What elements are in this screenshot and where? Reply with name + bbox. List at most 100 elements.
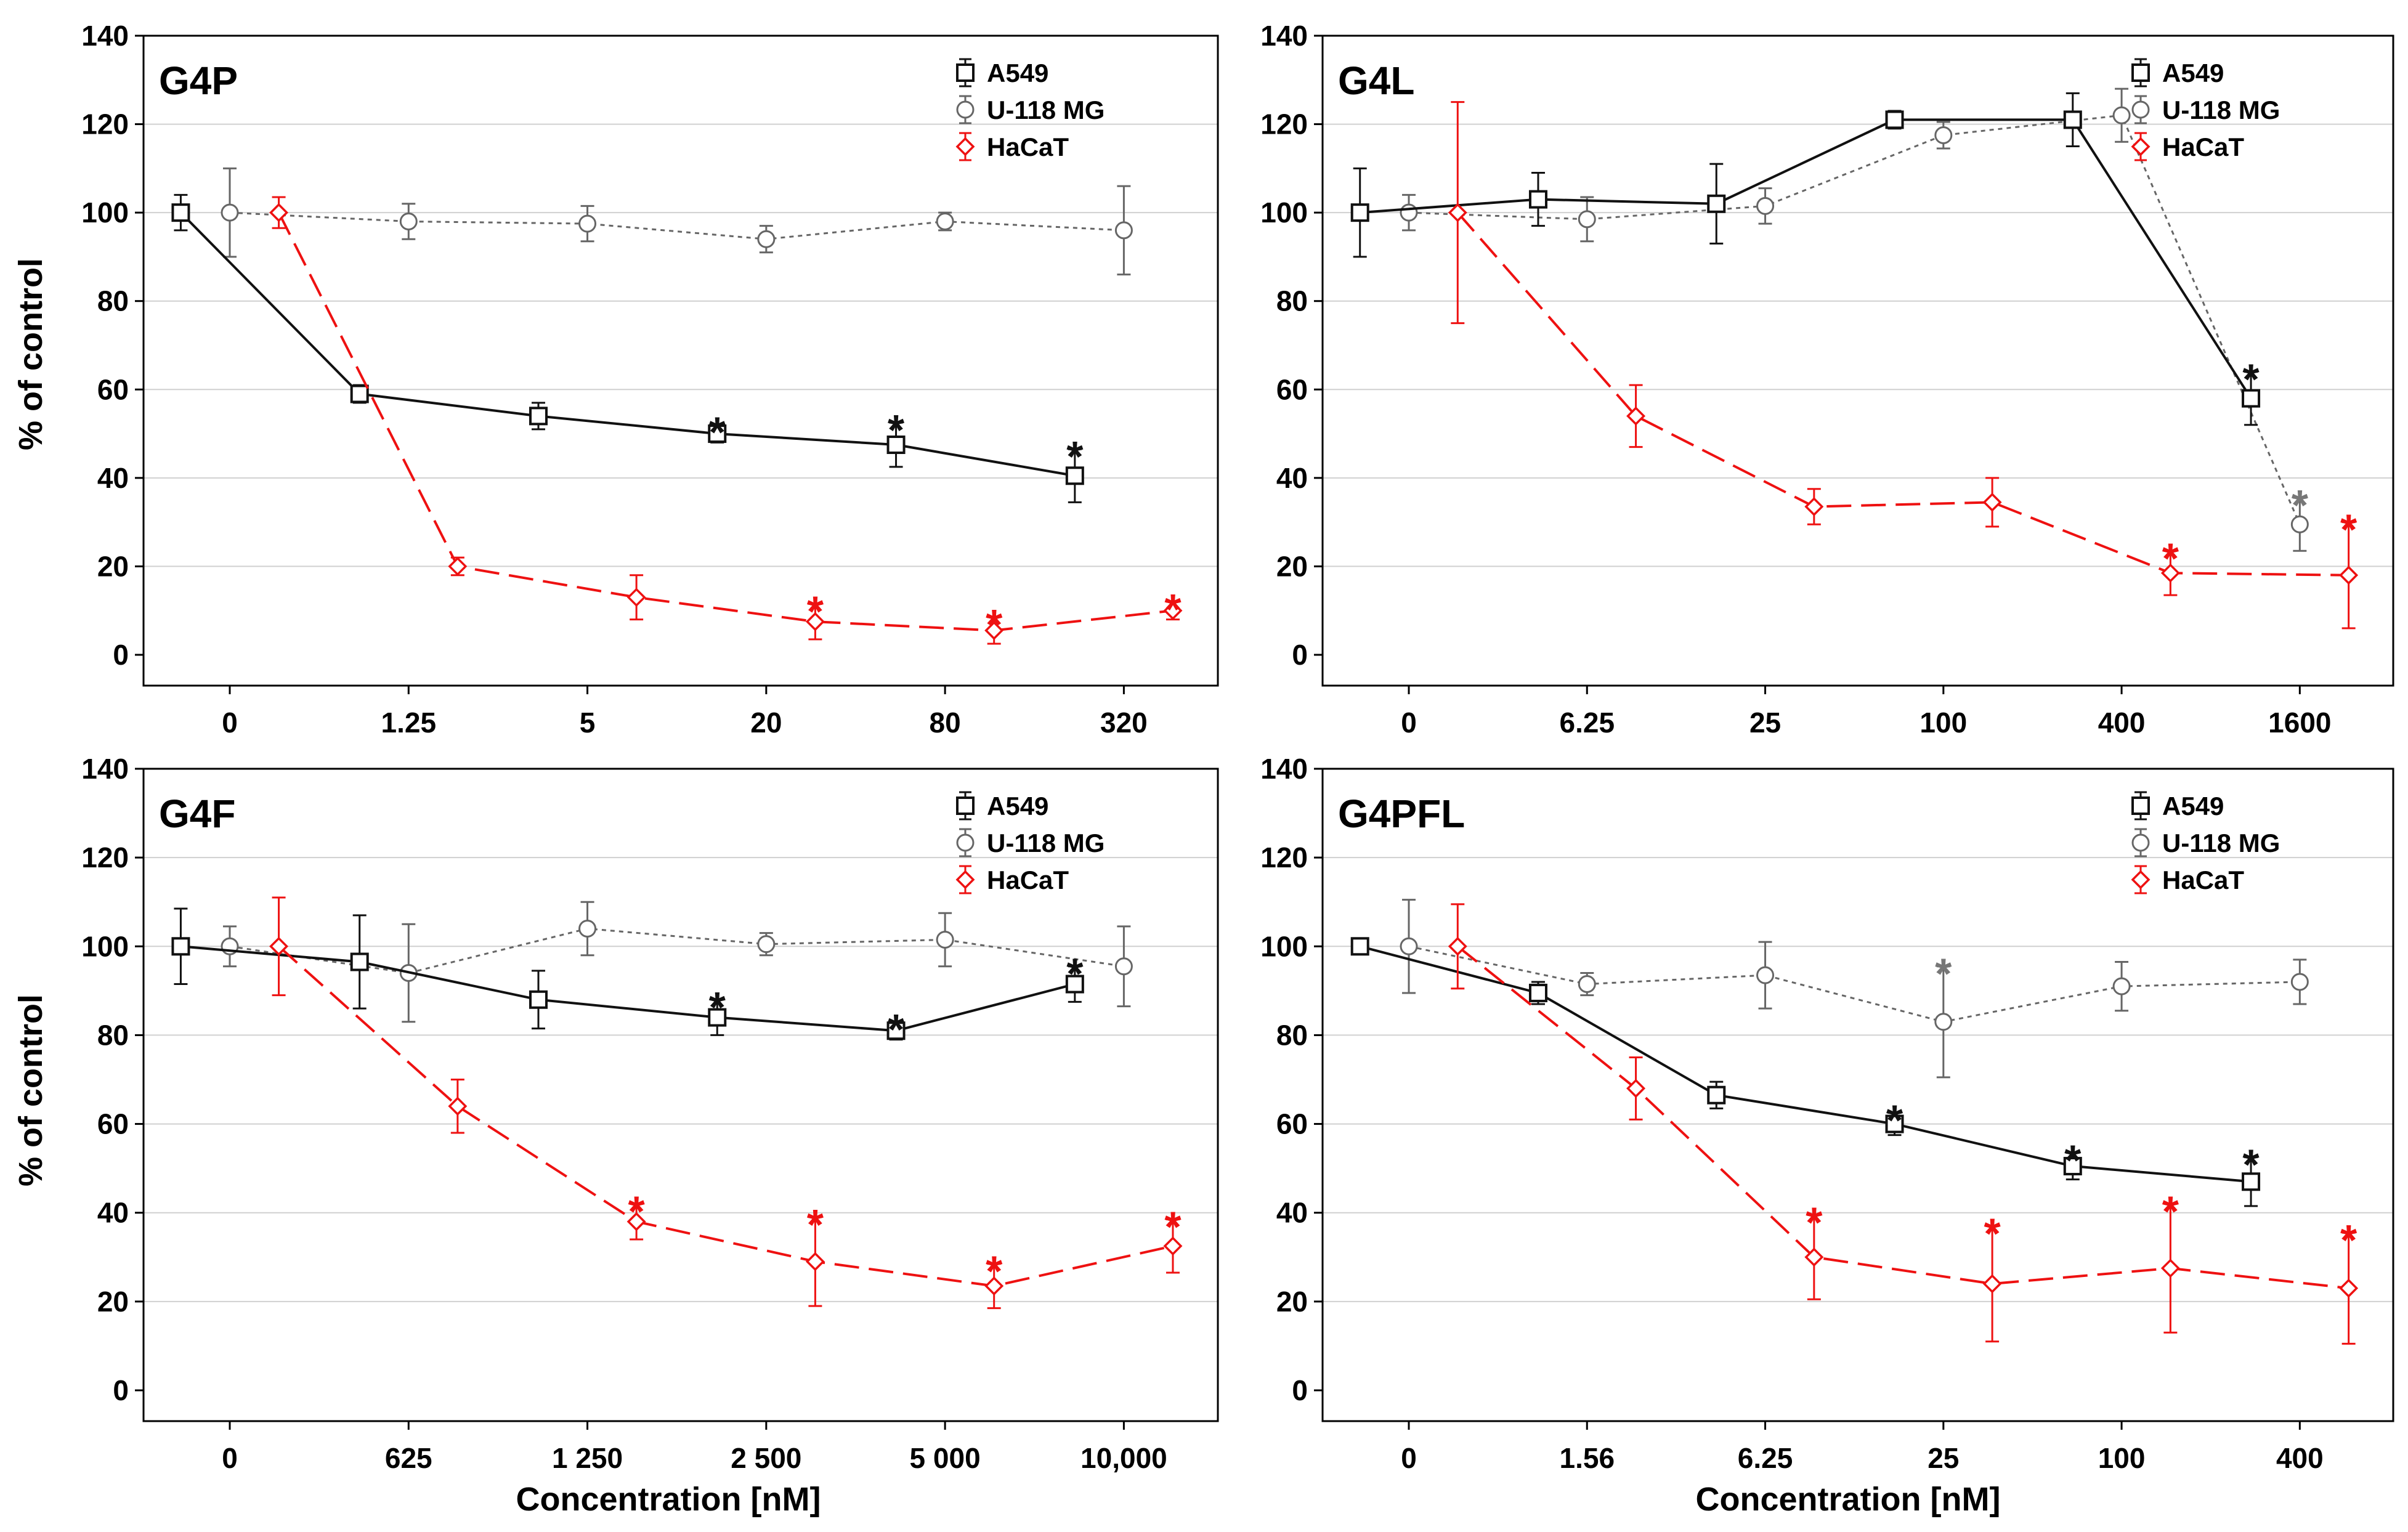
y-tick-label: 100	[1260, 930, 1308, 962]
significance-star: *	[1066, 432, 1084, 480]
series-a549: * * *	[171, 193, 1084, 503]
x-tick-label: 1600	[2268, 707, 2331, 739]
y-tick-label: 140	[81, 753, 129, 785]
series-hacat: * * * *	[269, 896, 1183, 1310]
panel-title: G4L	[1338, 59, 1414, 103]
y-tick-label: 40	[1276, 1197, 1308, 1229]
legend-label: A549	[2162, 792, 2224, 821]
x-tick-label: 0	[222, 707, 238, 739]
y-tick-label: 120	[1260, 108, 1308, 140]
series-u-118-mg	[221, 901, 1133, 1023]
legend: A549 U-118 MG HaCaT	[955, 58, 1105, 161]
data-point	[1982, 1274, 2002, 1294]
x-tick-label: 10,000	[1080, 1442, 1167, 1474]
significance-star: *	[2242, 355, 2260, 403]
y-tick-label: 20	[1276, 1286, 1308, 1318]
data-point	[1885, 1114, 1904, 1133]
series-hacat: * * * *	[1448, 903, 2359, 1345]
data-point	[805, 612, 825, 631]
series-line	[277, 212, 1174, 632]
data-point	[1448, 936, 1467, 956]
data-point	[1934, 126, 1953, 145]
legend-marker	[2131, 833, 2150, 852]
data-point	[1065, 466, 1084, 485]
data-point	[1400, 203, 1418, 222]
series-u-118-mg: *	[1400, 899, 2309, 1079]
y-tick-label: 60	[97, 1108, 129, 1140]
y-tick-label: 60	[97, 373, 129, 405]
plot-frame	[142, 768, 1219, 1422]
y-tick-label: 0	[1292, 1374, 1308, 1406]
series-a549: * * *	[1350, 937, 2261, 1207]
series-line	[229, 927, 1124, 975]
legend-label: A549	[2162, 59, 2224, 87]
legend-marker	[2131, 63, 2150, 82]
significance-star: *	[1886, 1096, 1903, 1145]
y-tick-label: 80	[97, 1019, 129, 1051]
data-point	[2063, 110, 2082, 129]
series-hacat: **	[1448, 101, 2359, 630]
data-point	[805, 1252, 825, 1271]
significance-star: *	[2162, 1187, 2179, 1235]
panel-title: G4P	[159, 59, 238, 103]
significance-star: *	[1984, 1209, 2001, 1257]
data-point	[936, 213, 954, 230]
y-tick-label: 60	[1276, 373, 1308, 405]
y-tick-label: 0	[1292, 639, 1308, 671]
x-tick-label: 1.25	[381, 707, 437, 739]
x-tick-label: 1 250	[552, 1442, 623, 1474]
y-tick-label: 140	[1260, 753, 1308, 785]
data-point	[2242, 1172, 2261, 1191]
significance-star: *	[2292, 481, 2309, 529]
legend-marker	[2131, 796, 2150, 815]
y-tick-label: 20	[1276, 550, 1308, 582]
data-point	[757, 230, 776, 248]
significance-star: *	[1164, 585, 1182, 633]
data-point	[2112, 106, 2131, 124]
data-point	[2339, 1278, 2359, 1298]
data-point	[2242, 389, 2261, 408]
x-tick-label: 400	[2098, 707, 2146, 739]
data-point	[984, 1276, 1004, 1296]
data-point	[269, 203, 289, 222]
data-point	[578, 919, 597, 938]
x-tick-label: 25	[1928, 1442, 1959, 1474]
data-point	[529, 990, 548, 1009]
significance-star: *	[807, 1201, 824, 1249]
significance-star: *	[2064, 1136, 2082, 1184]
data-point	[1528, 190, 1547, 209]
significance-star: *	[1164, 1203, 1182, 1251]
x-tick-label: 2 500	[731, 1442, 801, 1474]
y-tick-label: 120	[81, 841, 129, 873]
data-point	[1448, 203, 1467, 222]
series-line	[1456, 211, 2349, 577]
x-tick-label: 6.25	[1560, 707, 1615, 739]
series-line	[1457, 945, 2349, 1290]
series-line	[180, 211, 1076, 477]
series-hacat: * * *	[269, 196, 1183, 649]
y-tick-label: 40	[97, 1197, 129, 1229]
y-tick-label: 0	[113, 639, 129, 671]
data-point	[984, 621, 1004, 640]
legend-label: HaCaT	[987, 132, 1069, 161]
significance-star: *	[2340, 1216, 2357, 1264]
legend: A549 U-118 MG HaCaT	[2131, 791, 2280, 894]
data-point	[1163, 1236, 1183, 1256]
data-point	[1626, 1079, 1646, 1098]
legend-label: HaCaT	[2162, 132, 2244, 161]
data-point	[350, 952, 369, 971]
chart-panel-g4pfl: 0 20 40 60 80 100 120 140 0 1.56 6.25 25 100 400 G4PFL…	[1260, 753, 2394, 1474]
y-axis-title-bottom: % of control	[12, 994, 49, 1186]
x-axis-title-left: Concentration [nM]	[516, 1481, 821, 1518]
legend-label: U-118 MG	[2162, 95, 2280, 124]
data-point	[1400, 937, 1418, 955]
data-point	[2063, 1157, 2082, 1176]
y-tick-label: 80	[1276, 1019, 1308, 1051]
data-point	[448, 1096, 468, 1116]
significance-star: *	[1935, 950, 1952, 998]
legend: A549 U-118 MG HaCaT	[2131, 58, 2280, 161]
y-tick-label: 20	[97, 550, 129, 582]
legend-label: A549	[987, 59, 1048, 87]
significance-star: *	[709, 408, 726, 456]
series-line	[229, 211, 1124, 240]
